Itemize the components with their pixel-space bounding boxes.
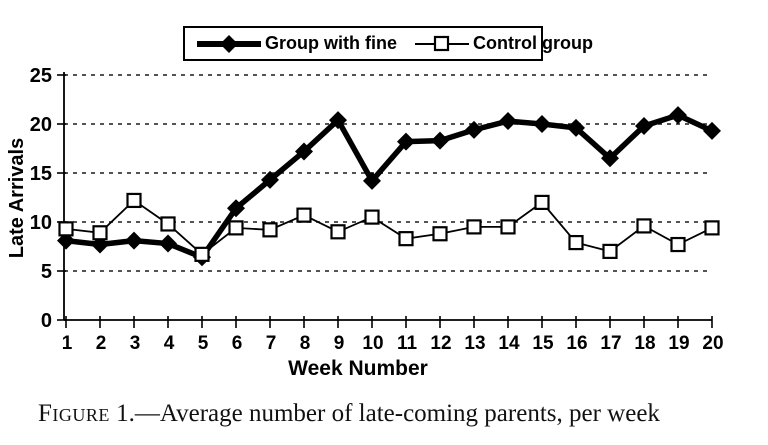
fine-series-sample-icon <box>197 34 261 53</box>
control-series-marker <box>500 219 516 235</box>
y-tick-label: 20 <box>30 114 52 136</box>
x-tick-label: 7 <box>266 333 277 354</box>
x-tick-label: 19 <box>668 333 689 354</box>
x-tick-label: 16 <box>566 333 587 354</box>
control-series-marker <box>262 222 278 238</box>
x-tick-label: 20 <box>702 333 723 354</box>
legend-label-control: Control group <box>473 33 593 53</box>
control-series-marker <box>602 243 618 259</box>
control-series-sample-icon <box>415 35 469 51</box>
x-tick-label: 18 <box>634 333 655 354</box>
fine-series-marker <box>159 234 177 253</box>
fine-series-marker <box>635 116 653 135</box>
x-tick-label: 1 <box>62 333 73 354</box>
fine-series-marker <box>601 149 619 168</box>
fine-series-marker <box>397 132 415 151</box>
legend-label-fine: Group with fine <box>265 33 397 53</box>
control-series-marker <box>228 220 244 236</box>
caption-text: 1.—Average number of late-coming parents… <box>109 400 660 427</box>
control-series-marker <box>364 209 380 225</box>
x-tick-label: 13 <box>464 333 485 354</box>
control-series-marker <box>58 221 74 237</box>
x-tick-label: 12 <box>430 333 451 354</box>
fine-series-line <box>65 112 714 261</box>
legend: Group with fine Control group <box>183 26 593 61</box>
control-series-marker <box>126 192 142 209</box>
control-series-marker <box>670 236 686 253</box>
y-tick-label: 5 <box>41 261 52 283</box>
x-tick-label: 15 <box>532 333 554 354</box>
fine-series-marker <box>669 106 687 125</box>
x-tick-label: 10 <box>362 333 383 354</box>
figure-caption: Figure 1.—Average number of late-coming … <box>38 400 758 428</box>
x-tick-label: 8 <box>300 333 311 354</box>
control-series-marker <box>466 219 482 235</box>
y-tick-label: 25 <box>30 65 52 87</box>
x-tick-label: 14 <box>498 333 520 354</box>
y-axis-title: Late Arrivals <box>6 137 28 259</box>
x-tick-label: 6 <box>232 333 243 354</box>
x-tick-label: 9 <box>334 333 345 354</box>
fine-series-marker <box>567 118 585 137</box>
fine-series-marker <box>295 142 313 161</box>
control-series-marker <box>636 218 652 234</box>
legend-item-control: Control group <box>413 33 593 54</box>
y-tick-label: 10 <box>30 212 52 234</box>
control-series-marker <box>534 194 550 210</box>
fine-series-marker <box>533 115 551 133</box>
control-series-marker <box>398 231 414 247</box>
fine-series-marker <box>703 121 721 140</box>
fine-series-marker <box>227 199 245 218</box>
x-tick-label: 11 <box>397 333 418 354</box>
fine-series-marker <box>329 111 347 130</box>
caption-figure-word: Figure <box>38 400 110 427</box>
control-series-marker <box>92 225 108 241</box>
fine-series-marker <box>431 131 449 150</box>
control-series-marker <box>330 224 346 240</box>
control-series-marker <box>432 226 448 242</box>
control-series-marker <box>160 216 176 232</box>
x-tick-label: 17 <box>600 333 621 354</box>
fine-series-marker <box>499 112 517 131</box>
x-tick-label: 2 <box>96 333 107 354</box>
control-series-marker <box>296 207 312 223</box>
fine-series-marker <box>363 171 381 190</box>
fine-series-marker <box>125 231 143 250</box>
y-tick-label: 15 <box>30 163 52 185</box>
x-tick-label: 4 <box>164 333 175 354</box>
x-tick-label: 5 <box>198 333 209 354</box>
fine-series-marker <box>465 120 483 139</box>
control-series-marker <box>194 246 210 262</box>
x-axis-title: Week Number <box>288 357 428 380</box>
control-series-marker <box>568 234 584 251</box>
fine-series-marker <box>261 170 279 189</box>
y-tick-label: 0 <box>41 310 52 332</box>
x-tick-label: 3 <box>130 333 141 354</box>
legend-item-fine: Group with fine <box>195 33 397 54</box>
control-series-marker <box>704 220 720 236</box>
